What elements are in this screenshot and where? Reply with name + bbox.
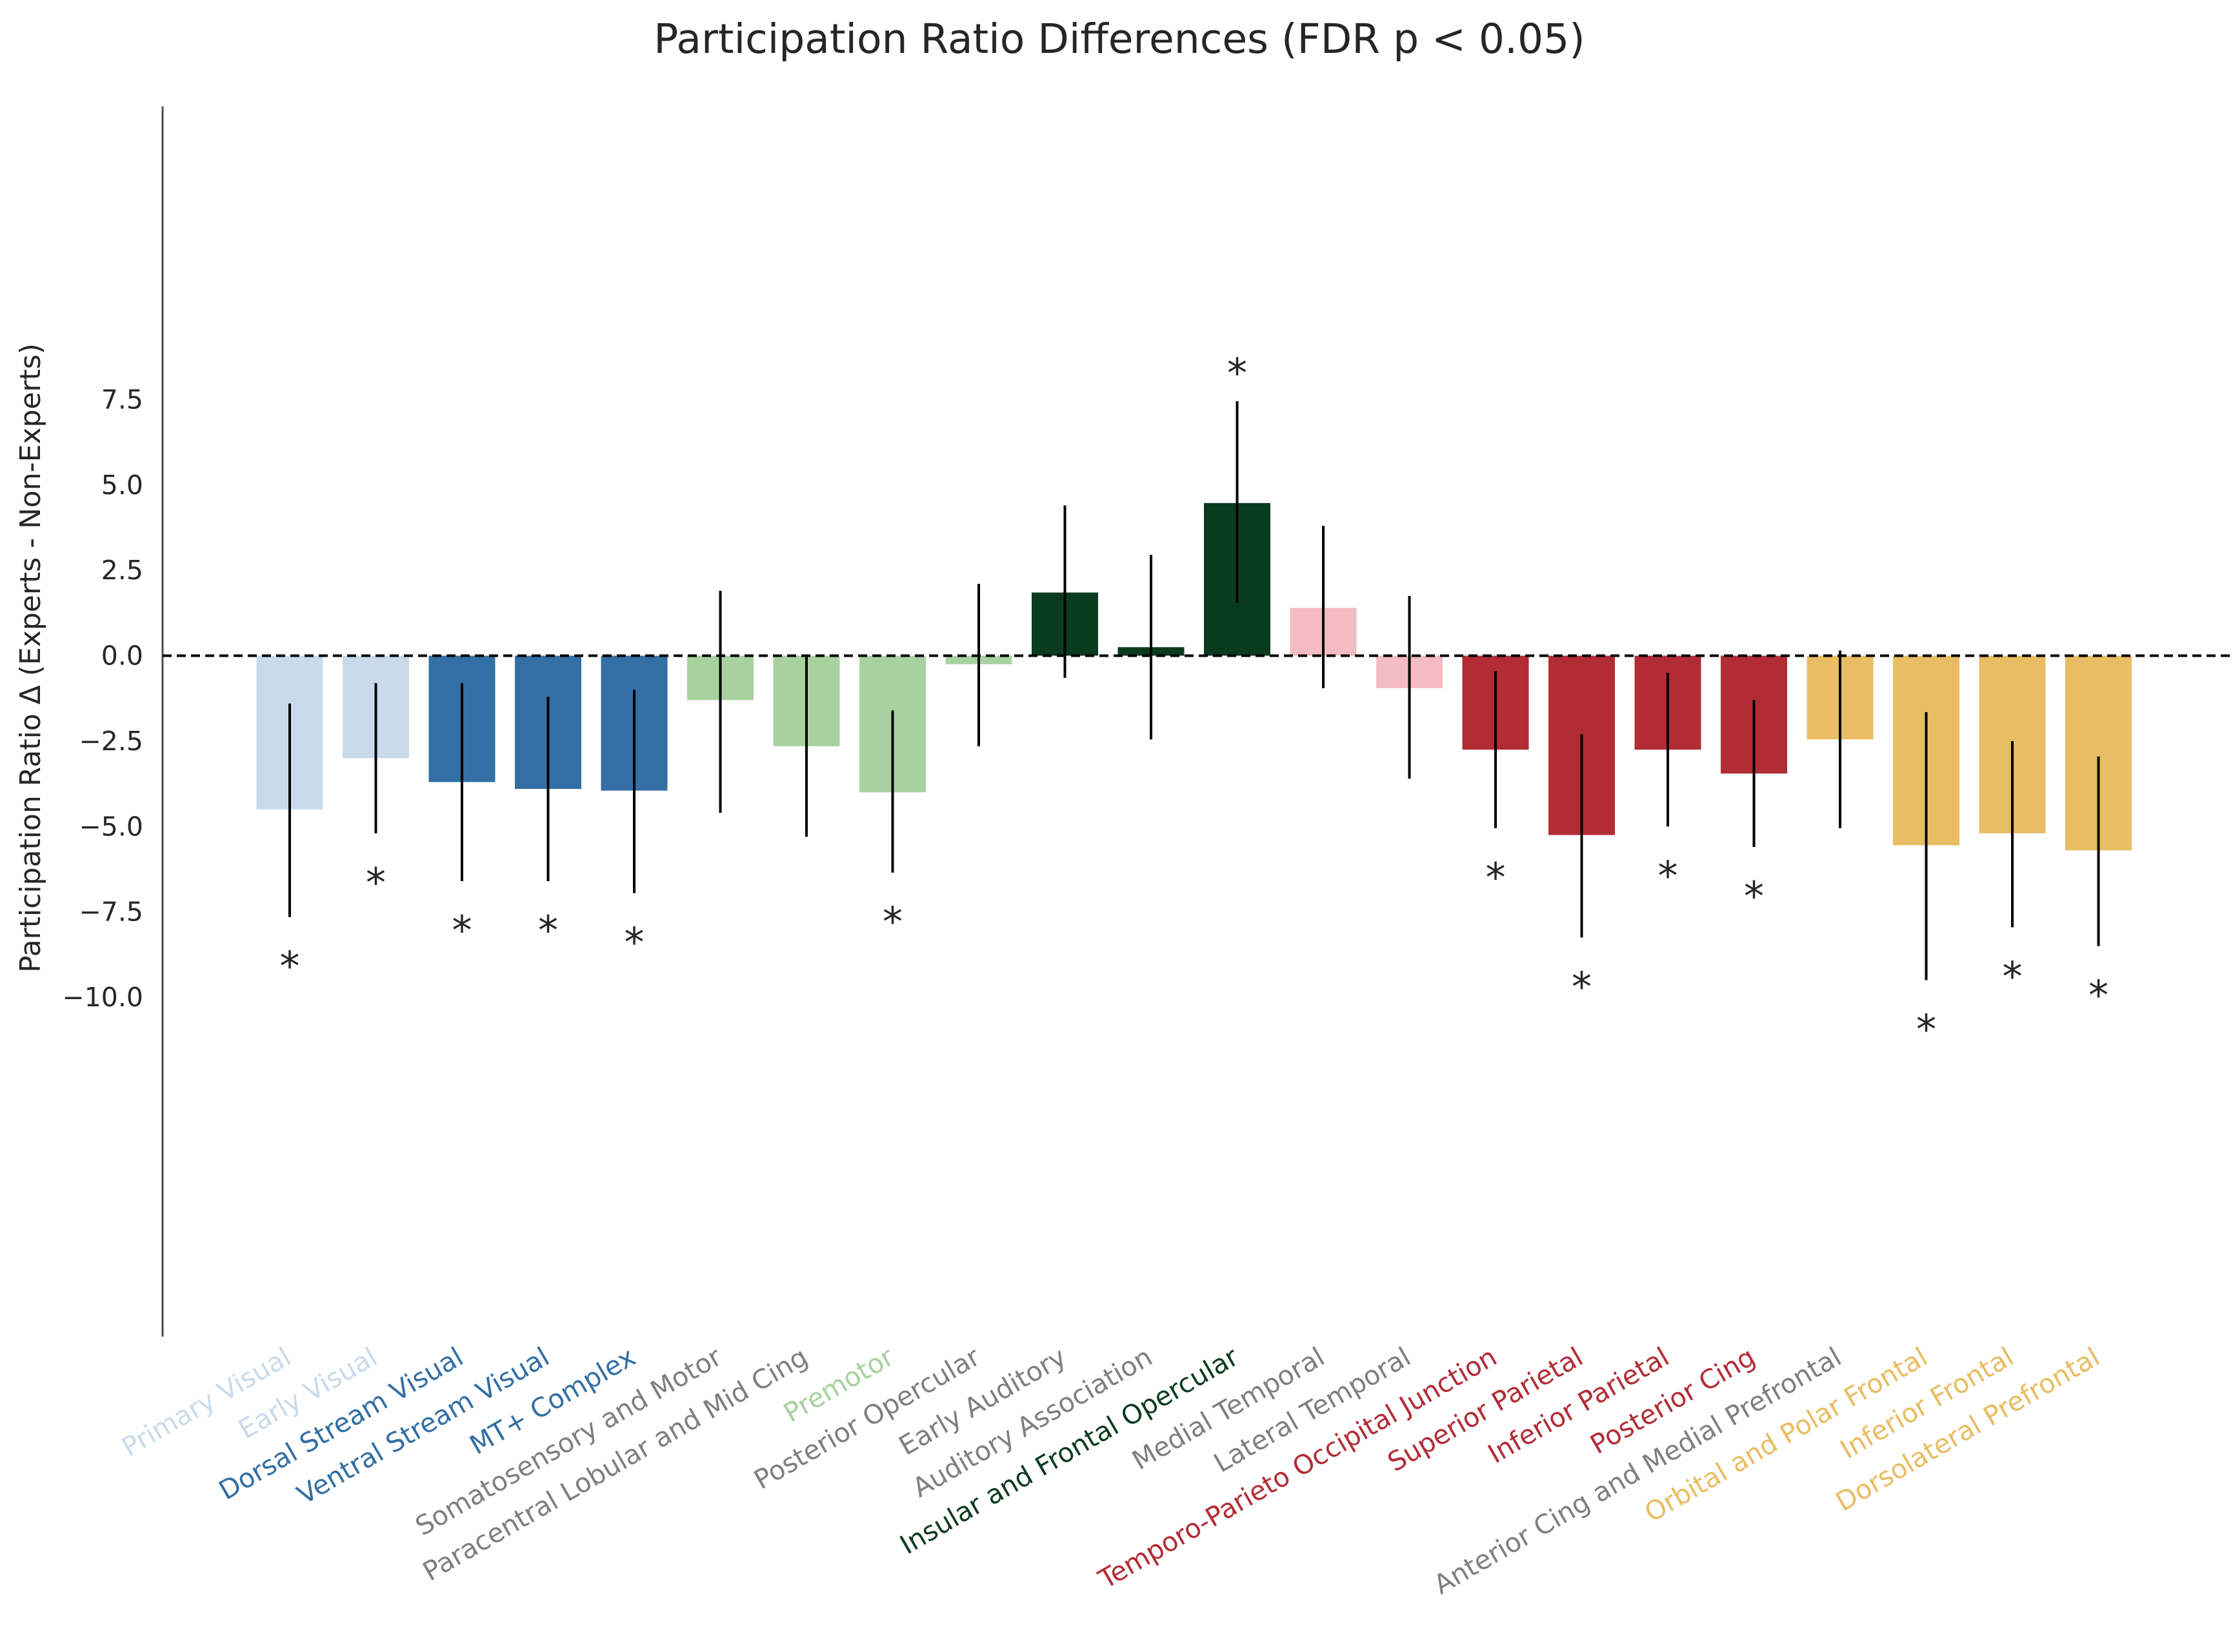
- y-tick-label: 0.0: [101, 641, 143, 672]
- significance-star: *: [538, 907, 558, 954]
- y-tick-label: 2.5: [101, 555, 143, 586]
- significance-star: *: [366, 859, 386, 906]
- significance-star: *: [1916, 1006, 1936, 1053]
- significance-star: *: [452, 907, 472, 954]
- y-tick-label: −2.5: [79, 726, 143, 757]
- y-tick-label: 5.0: [101, 470, 143, 501]
- significance-star: *: [625, 919, 645, 966]
- significance-star: *: [1744, 873, 1764, 920]
- significance-star: *: [280, 943, 300, 990]
- significance-star: *: [1227, 350, 1247, 397]
- y-ticks: 7.5 5.0 2.5 0.0 −2.5 −5.0 −7.5 −10.0: [62, 384, 143, 1013]
- significance-star: *: [1658, 852, 1678, 899]
- significance-star: *: [1572, 963, 1592, 1010]
- y-tick-label: −7.5: [79, 897, 143, 928]
- chart-title: Participation Ratio Differences (FDR p <…: [654, 15, 1585, 63]
- significance-star: *: [2088, 972, 2108, 1019]
- significance-markers: * * * * * * * * * * * * * *: [280, 350, 2109, 1053]
- y-tick-label: −10.0: [62, 982, 143, 1013]
- bars: [256, 503, 2132, 851]
- y-tick-label: 7.5: [101, 384, 143, 415]
- significance-star: *: [883, 899, 903, 946]
- error-bars: [288, 401, 2100, 980]
- significance-star: *: [2003, 953, 2023, 1000]
- significance-star: *: [1486, 854, 1506, 901]
- y-axis-label: Participation Ratio Δ (Experts - Non-Exp…: [14, 343, 47, 973]
- y-tick-label: −5.0: [79, 811, 143, 842]
